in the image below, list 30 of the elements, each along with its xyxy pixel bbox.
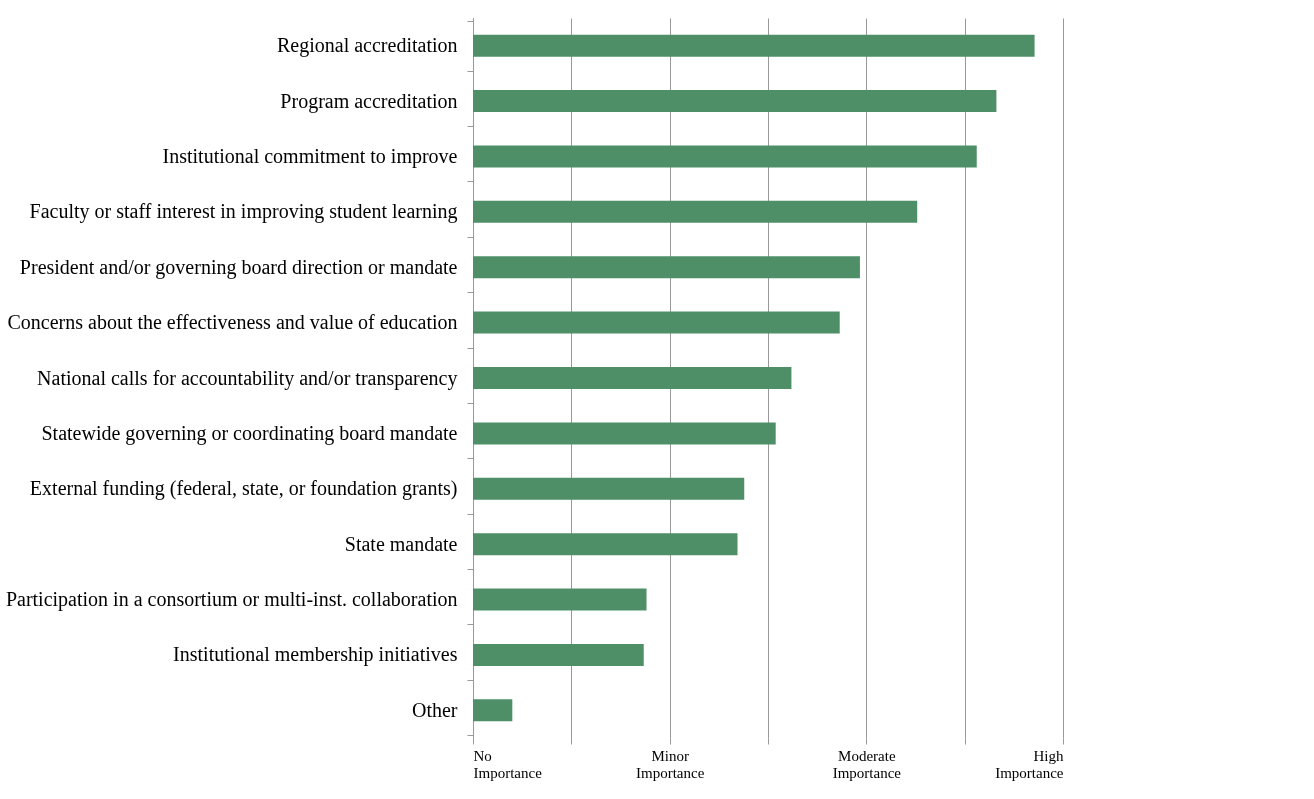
y-tick-label: President and/or governing board direction or mandate: [19, 255, 458, 279]
bar: [473, 90, 997, 113]
bar: [473, 477, 745, 500]
y-tick-label: Regional accreditation: [277, 34, 458, 58]
bar: [473, 422, 776, 445]
bar: [473, 588, 647, 611]
text: No Importance: [473, 747, 543, 781]
bar: [473, 145, 977, 168]
text: Minor Importance: [636, 747, 705, 781]
y-tick-label: Statewide governing or coordinating board mandate: [41, 421, 458, 445]
y-tick-label: Institutional commitment to improve: [162, 144, 458, 168]
y-tick-label: Other: [411, 698, 458, 721]
bar: [473, 367, 792, 389]
bar: [473, 699, 513, 722]
text: High Importance: [995, 747, 1064, 781]
bar: [473, 311, 840, 334]
y-tick-label: Program accreditation: [280, 89, 458, 113]
bar: [473, 200, 918, 223]
bar: [473, 34, 1035, 57]
bar: [473, 643, 644, 666]
y-tick-label: Concerns about the effectiveness and value of education: [7, 311, 458, 334]
y-tick-label: National calls for accountability and/or transparency: [37, 366, 458, 390]
y-tick-label: Faculty or staff interest in improving student learning: [29, 200, 458, 224]
bar: [473, 256, 860, 279]
y-tick-label: Participation in a consortium or multi-inst. collaboration: [5, 588, 458, 612]
text: Moderate Importance: [832, 747, 902, 781]
y-tick-label: Institutional membership initiatives: [173, 643, 458, 667]
bar: [473, 533, 738, 556]
y-tick-label: State mandate: [344, 532, 458, 555]
y-tick-label: External funding (federal, state, or foundation grants): [29, 477, 458, 501]
